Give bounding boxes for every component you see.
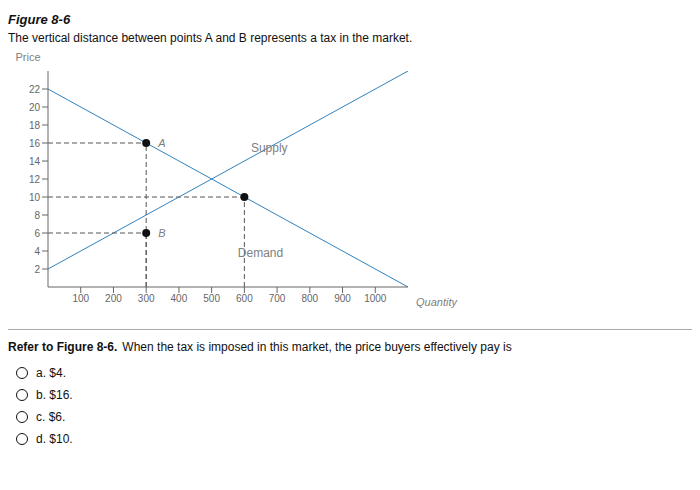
svg-text:8: 8 (34, 210, 40, 221)
svg-text:100: 100 (72, 293, 89, 304)
html-text:b. $16.: b. $16. (36, 388, 73, 402)
svg-text:20: 20 (29, 102, 41, 113)
html-text:c. $6.: c. $6. (36, 410, 66, 424)
svg-text:Supply: Supply (251, 141, 288, 155)
html-text:The vertical distance between: The vertical distance between points A a… (8, 31, 413, 45)
svg-text:16: 16 (29, 138, 41, 149)
svg-text:4: 4 (34, 246, 40, 257)
svg-text:200: 200 (105, 293, 122, 304)
html-text:a. $4.: a. $4. (36, 366, 66, 380)
svg-text:Quantity: Quantity (416, 296, 458, 308)
html-text:Figure 8-6: Figure 8-6 (8, 12, 71, 27)
svg-text:18: 18 (29, 120, 41, 131)
svg-text:300: 300 (138, 293, 155, 304)
svg-text:700: 700 (269, 293, 286, 304)
svg-text:600: 600 (236, 293, 253, 304)
svg-text:800: 800 (301, 293, 318, 304)
svg-text:Price: Price (15, 51, 40, 63)
svg-text:400: 400 (171, 293, 188, 304)
svg-text:500: 500 (203, 293, 220, 304)
svg-text:B: B (158, 227, 165, 239)
svg-text:A: A (157, 137, 165, 149)
svg-text:Demand: Demand (238, 246, 283, 260)
svg-text:12: 12 (29, 174, 41, 185)
svg-text:10: 10 (29, 192, 41, 203)
svg-text:6: 6 (34, 228, 40, 239)
svg-text:900: 900 (334, 293, 351, 304)
svg-text:14: 14 (29, 156, 41, 167)
svg-text:22: 22 (29, 84, 41, 95)
svg-text:1000: 1000 (364, 293, 387, 304)
svg-text:2: 2 (34, 264, 40, 275)
html-text:Refer to Figure 8-6. When the: Refer to Figure 8-6. When the tax is imp… (8, 340, 512, 354)
html-text:d. $10.: d. $10. (36, 432, 73, 446)
